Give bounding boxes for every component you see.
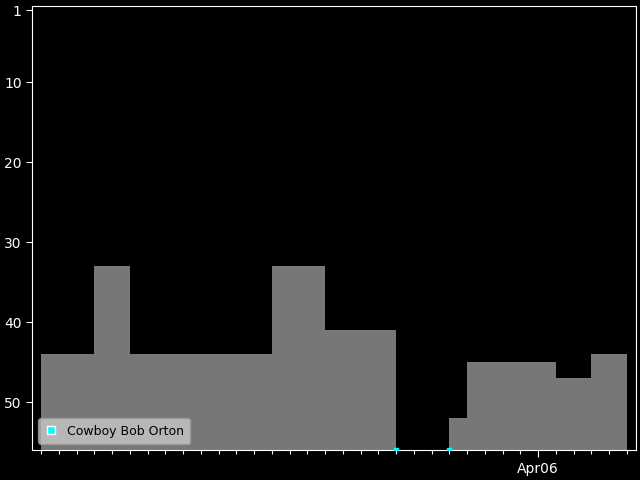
Legend: Cowboy Bob Orton: Cowboy Bob Orton (38, 418, 191, 444)
